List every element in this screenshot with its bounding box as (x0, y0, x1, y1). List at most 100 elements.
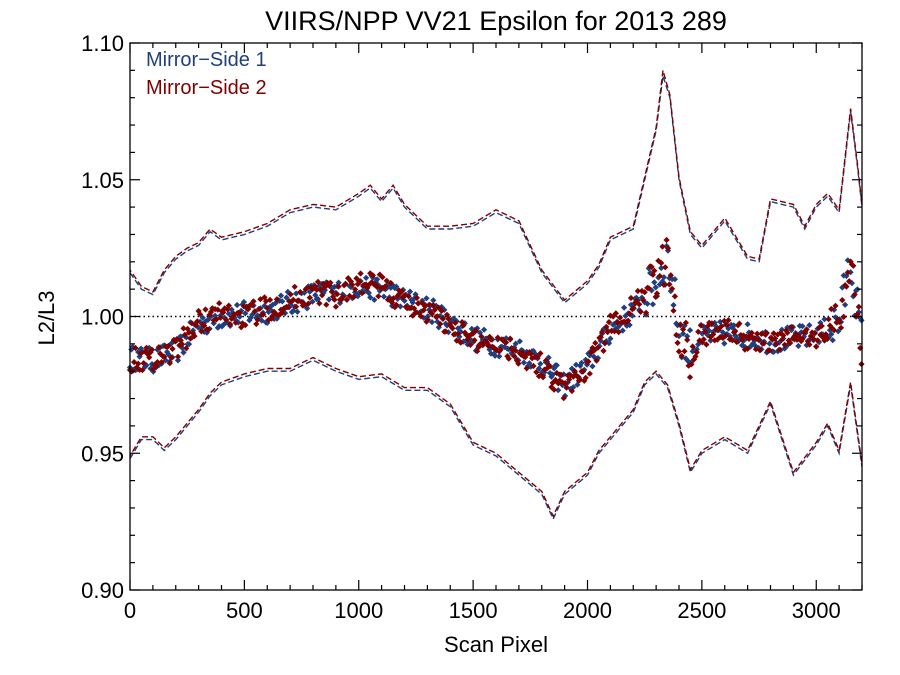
series-1-point (362, 274, 370, 282)
series-2-point (803, 326, 810, 333)
series-2-point (401, 292, 408, 299)
series-2-point (472, 327, 480, 334)
series-2-point (681, 348, 688, 355)
series-2-point (471, 337, 478, 344)
series-2-point (398, 288, 405, 295)
series-2-point (314, 278, 322, 286)
series-2-point (284, 304, 291, 311)
series-2-point (442, 328, 449, 335)
x-tick-label: 1000 (334, 598, 383, 623)
x-tick-label: 1500 (449, 598, 498, 623)
x-tick-label: 2000 (563, 598, 612, 623)
series-1-point (686, 327, 694, 334)
series-2-point (507, 335, 514, 342)
series-2-point (755, 336, 762, 344)
series-1-point (294, 308, 301, 315)
series-2-point (723, 321, 731, 329)
series-2-point (701, 328, 709, 336)
series-2-point (748, 329, 755, 337)
series-1-point (795, 342, 802, 350)
series-2-point (505, 355, 512, 362)
series-2-point (417, 313, 425, 320)
y-tick-label: 1.00 (81, 305, 124, 330)
series-2-point (339, 293, 346, 301)
series-2-point (636, 301, 643, 308)
series-1-point (303, 305, 311, 312)
series-2-point (332, 303, 340, 310)
series-2-point (601, 339, 609, 347)
series-2-point (840, 313, 847, 321)
series-2-point (255, 305, 263, 313)
series-2-point (586, 370, 593, 377)
series-1-point (553, 362, 560, 369)
series-2-point (415, 300, 422, 307)
series-2-point (273, 296, 281, 303)
series-1-point (371, 296, 378, 304)
series-1-point (721, 340, 728, 347)
series-1-point (516, 338, 523, 345)
series-2-point (523, 365, 530, 372)
plot-area (126, 70, 865, 521)
series-2-point (684, 336, 691, 344)
series-2-point (478, 333, 485, 340)
series-2-point (487, 336, 495, 343)
series-1-point (589, 363, 596, 370)
series-1-point (423, 295, 430, 302)
series-2-point (383, 277, 390, 284)
series-2-point (678, 352, 685, 360)
series-1-lower-band-line (129, 359, 863, 521)
series-2-point (445, 315, 452, 323)
series-2-point (222, 316, 230, 323)
series-1-point (649, 301, 657, 308)
series-2-point (343, 296, 351, 303)
series-2-point (457, 339, 464, 346)
series-2-point (582, 374, 589, 382)
series-2-lower-band-line (129, 356, 863, 518)
series-1-point (233, 301, 241, 309)
series-2-point (670, 307, 677, 314)
series-2-point (254, 316, 261, 323)
series-2-point (292, 303, 300, 310)
series-2-point (854, 311, 861, 318)
series-2-point (291, 283, 298, 290)
series-2-point (431, 306, 438, 314)
series-2-point (537, 350, 544, 357)
series-2-point (303, 284, 311, 291)
series-2-point (597, 334, 604, 341)
series-2-point (335, 283, 342, 290)
series-2-point (467, 341, 474, 349)
series-1-upper-band-line (129, 75, 863, 304)
series-1-point (537, 360, 544, 367)
series-2-point (323, 301, 330, 308)
series-2-point (450, 331, 458, 338)
series-2-upper-band-line (129, 70, 863, 302)
series-1-point (520, 359, 528, 366)
series-2-point (217, 314, 224, 321)
series-2-point (674, 339, 681, 347)
chart-title: VIIRS/NPP VV21 Epsilon for 2013 289 (265, 6, 727, 36)
series-2-point (200, 322, 208, 329)
x-tick-label: 0 (124, 598, 136, 623)
series-2-point (379, 274, 386, 281)
series-2-point (174, 353, 182, 360)
series-2-point (850, 262, 857, 269)
series-2-point (264, 305, 271, 312)
series-1-point (620, 304, 628, 311)
series-2-point (430, 301, 437, 309)
series-2-point (627, 294, 635, 302)
series-2-point (369, 272, 377, 279)
series-2-point (659, 243, 666, 250)
series-2-point (387, 279, 394, 287)
series-2-point (154, 358, 161, 366)
series-2-point (350, 293, 357, 301)
series-2-point (700, 336, 707, 343)
series-2-point (744, 345, 751, 352)
series-2-point (668, 285, 676, 292)
series-2-point (686, 374, 694, 381)
series-2-point (405, 292, 412, 300)
series-2-point (710, 331, 717, 338)
series-2-point (612, 310, 620, 317)
series-2-point (679, 326, 687, 333)
series-2-point (688, 361, 695, 368)
